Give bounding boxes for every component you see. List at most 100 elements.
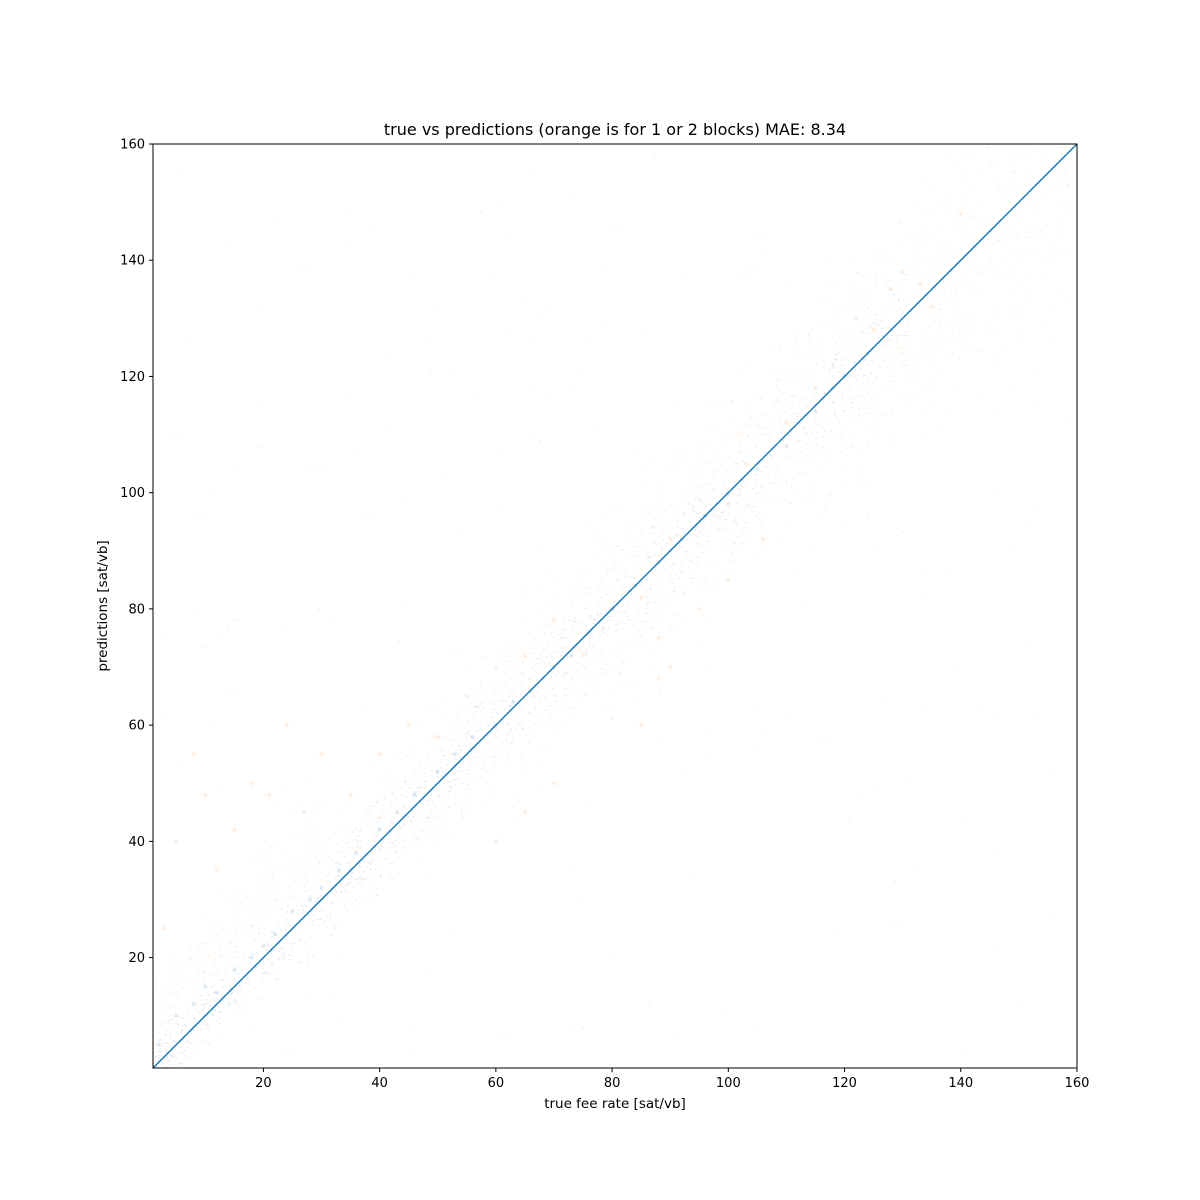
y-tick-label: 160	[120, 138, 145, 153]
data-point	[214, 990, 219, 995]
data-point	[191, 752, 196, 757]
data-point	[354, 851, 359, 855]
x-tick-label: 20	[255, 1076, 272, 1091]
data-point	[743, 461, 748, 466]
data-point	[918, 281, 923, 286]
data-point	[435, 734, 440, 739]
x-tick-label: 80	[604, 1076, 621, 1091]
data-point	[284, 723, 289, 728]
data-point	[377, 827, 382, 832]
data-point	[569, 653, 574, 658]
y-tick-label: 140	[120, 254, 145, 269]
data-point	[726, 577, 731, 582]
y-axis: 20 40 60 80 100 120 140 160	[120, 138, 153, 966]
data-point	[929, 304, 934, 309]
x-tick-label: 100	[716, 1076, 741, 1091]
data-point	[511, 699, 516, 704]
data-point	[656, 676, 661, 681]
data-point	[470, 734, 475, 739]
data-point	[464, 694, 469, 699]
data-point	[668, 537, 673, 542]
data-point	[639, 595, 644, 600]
x-axis-label: true fee rate [sat/vb]	[544, 1096, 686, 1112]
data-point	[319, 885, 324, 890]
series-2	[153, 156, 910, 1068]
data-point	[249, 781, 254, 786]
y-tick-label: 20	[128, 951, 145, 966]
data-point	[639, 723, 644, 728]
x-tick-label: 160	[1065, 1076, 1090, 1091]
data-point	[784, 444, 789, 449]
data-point	[290, 909, 295, 914]
data-point	[337, 868, 341, 873]
x-tick-label: 40	[371, 1076, 388, 1091]
identity-line	[153, 144, 1077, 1068]
data-point	[203, 792, 208, 797]
data-point	[435, 769, 440, 774]
data-point	[813, 409, 818, 414]
data-point	[889, 287, 893, 292]
data-point	[307, 897, 312, 902]
data-point	[377, 752, 382, 757]
x-axis: 20 40 60 80 100 120 140 160	[255, 1068, 1089, 1091]
data-point	[214, 868, 219, 873]
data-point	[761, 537, 766, 542]
data-point	[522, 653, 527, 658]
x-tick-label: 120	[832, 1076, 857, 1091]
data-point	[453, 752, 458, 757]
data-point	[273, 932, 277, 937]
point-cloud	[153, 156, 910, 1068]
data-point	[232, 967, 237, 972]
y-tick-label: 60	[128, 719, 145, 734]
data-point	[412, 792, 417, 797]
y-tick-label: 40	[128, 835, 145, 850]
y-tick-label: 80	[128, 602, 145, 617]
data-point	[958, 211, 963, 216]
data-point	[755, 467, 760, 472]
data-point	[552, 618, 556, 623]
data-point	[552, 781, 556, 786]
data-point	[726, 502, 731, 507]
data-point	[813, 386, 818, 391]
data-point	[784, 420, 789, 425]
data-point	[261, 944, 266, 948]
data-point	[249, 955, 254, 960]
data-point	[697, 606, 702, 611]
data-point	[668, 665, 673, 669]
y-axis-label: predictions [sat/vb]	[95, 540, 111, 671]
data-point	[156, 1042, 161, 1047]
data-point	[302, 810, 307, 815]
data-point	[493, 665, 498, 669]
data-point	[348, 792, 353, 797]
data-point	[900, 269, 905, 274]
reference-line-layer	[153, 144, 1077, 1068]
data-point	[830, 362, 835, 367]
plot-frame	[152, 143, 1078, 1069]
data-point	[493, 839, 498, 844]
data-point	[319, 752, 324, 757]
data-point	[395, 810, 400, 815]
x-tick-label: 140	[948, 1076, 973, 1091]
x-tick-label: 60	[488, 1076, 505, 1091]
data-points-layer	[153, 144, 1072, 1068]
data-point	[581, 653, 585, 658]
point-cloud	[153, 144, 1072, 1059]
data-point	[162, 926, 167, 931]
series-1	[153, 144, 1072, 1059]
data-point	[522, 810, 527, 815]
data-point	[406, 723, 411, 728]
y-tick-label: 100	[120, 486, 145, 501]
y-tick-label: 120	[120, 370, 145, 385]
data-point	[871, 328, 876, 332]
data-point	[232, 827, 237, 832]
data-point	[656, 636, 661, 640]
data-point	[854, 316, 859, 321]
chart-title: true vs predictions (orange is for 1 or …	[384, 120, 846, 139]
data-point	[203, 984, 208, 989]
data-point	[267, 792, 272, 797]
data-point	[191, 1002, 196, 1007]
data-point	[174, 839, 179, 844]
data-point	[174, 1013, 179, 1018]
